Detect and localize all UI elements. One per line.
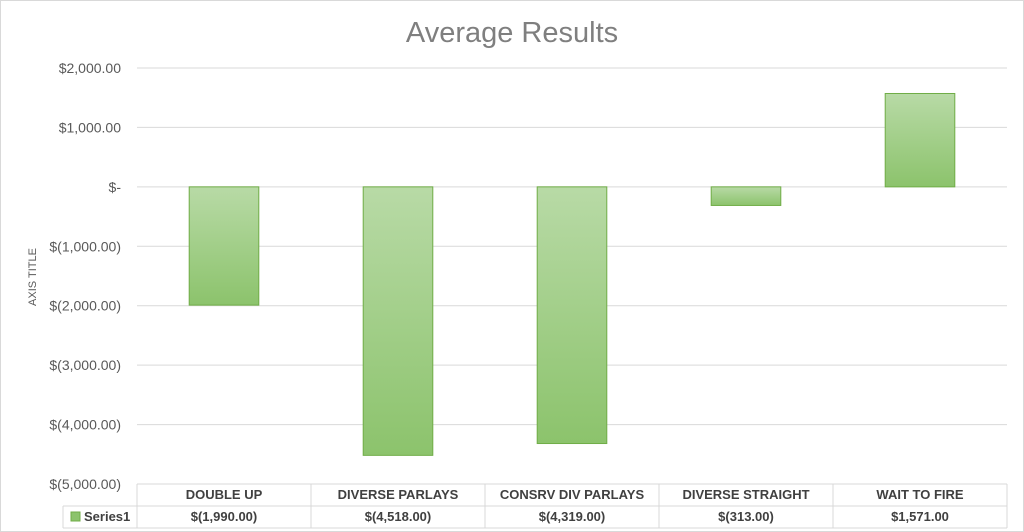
y-tick-label: $1,000.00 [59,119,121,135]
category-label: DOUBLE UP [186,487,263,502]
bar [188,186,260,306]
series-label: Series1 [84,509,130,524]
y-tick-label: $- [109,179,122,195]
y-axis-title: AXIS TITLE [27,248,39,306]
data-label: $(4,518.00) [365,509,432,524]
y-tick-label: $(3,000.00) [49,357,121,373]
category-label: CONSRV DIV PARLAYS [500,487,645,502]
legend-key [70,511,81,522]
bar [884,92,956,188]
data-table: DOUBLE UP $(1,990.00) DIVERSE PARLAYS $(4,5… [62,483,1008,529]
data-label: $(4,319.00) [539,509,606,524]
data-label: $1,571.00 [891,509,949,524]
bar [362,186,434,456]
data-label: $(1,990.00) [191,509,258,524]
bars [188,92,956,456]
y-tick-label: $(4,000.00) [49,417,121,433]
data-label: $(313.00) [718,509,774,524]
category-label: WAIT TO FIRE [876,487,963,502]
bar [536,186,608,445]
category-label: DIVERSE PARLAYS [338,487,459,502]
y-tick-label: $2,000.00 [59,60,121,76]
category-label: DIVERSE STRAIGHT [682,487,809,502]
y-tick-label: $(5,000.00) [49,476,121,492]
y-tick-label: $(2,000.00) [49,298,121,314]
y-tick-labels: $2,000.00 $1,000.00 $- $(1,000.00) $(2,000.0… [49,60,121,492]
chart-title: Average Results [406,17,618,49]
y-tick-label: $(1,000.00) [49,238,121,254]
bar [710,186,782,206]
